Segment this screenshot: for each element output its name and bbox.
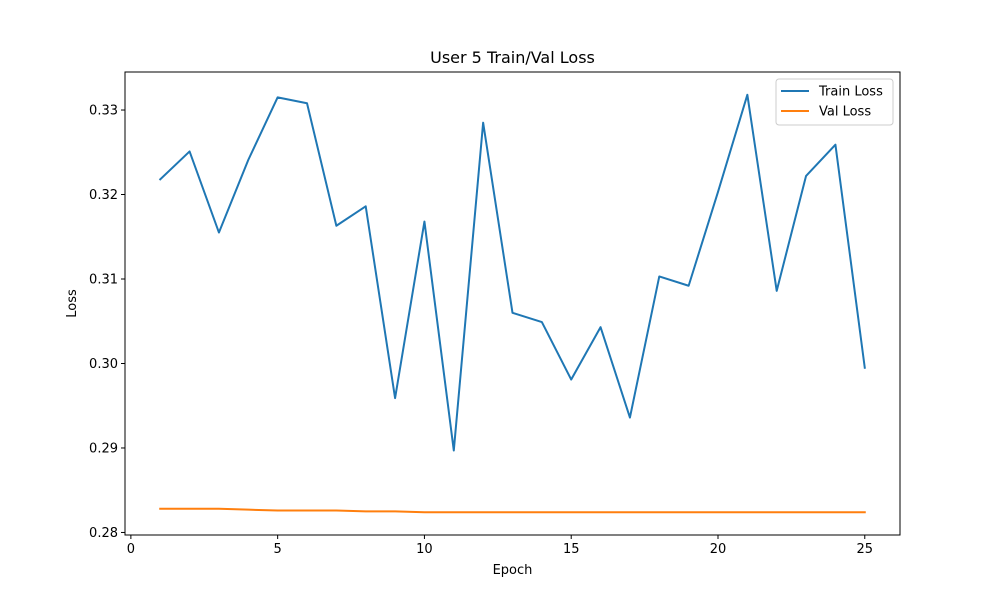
y-tick-label: 0.31	[89, 272, 118, 287]
legend: Train Loss Val Loss	[775, 78, 894, 126]
legend-label-val-loss: Val Loss	[819, 105, 871, 120]
x-tick-label: 10	[416, 542, 433, 557]
y-axis: 0.28 0.29 0.30 0.31 0.32 0.33	[89, 104, 125, 541]
y-axis-label: Loss	[65, 289, 80, 318]
y-tick-label: 0.33	[89, 104, 118, 119]
x-tick-label: 20	[710, 542, 727, 557]
chart-title: User 5 Train/Val Loss	[430, 48, 595, 67]
y-tick-label: 0.29	[89, 441, 118, 456]
x-tick-label: 5	[274, 542, 282, 557]
plot-frame	[124, 71, 901, 536]
x-axis: 0 5 10 15 20 25	[127, 535, 873, 557]
x-tick-label: 25	[856, 542, 873, 557]
x-tick-label: 15	[563, 542, 580, 557]
x-axis-label: Epoch	[493, 563, 533, 578]
y-tick-label: 0.30	[89, 357, 118, 372]
y-tick-label: 0.32	[89, 188, 118, 203]
x-tick-label: 0	[127, 542, 135, 557]
legend-label-train-loss: Train Loss	[818, 85, 883, 100]
val-loss-line	[159, 507, 866, 514]
plot-area	[124, 71, 901, 536]
train-loss-line	[158, 93, 866, 452]
y-tick-label: 0.28	[89, 526, 118, 541]
series-layer	[158, 93, 866, 514]
